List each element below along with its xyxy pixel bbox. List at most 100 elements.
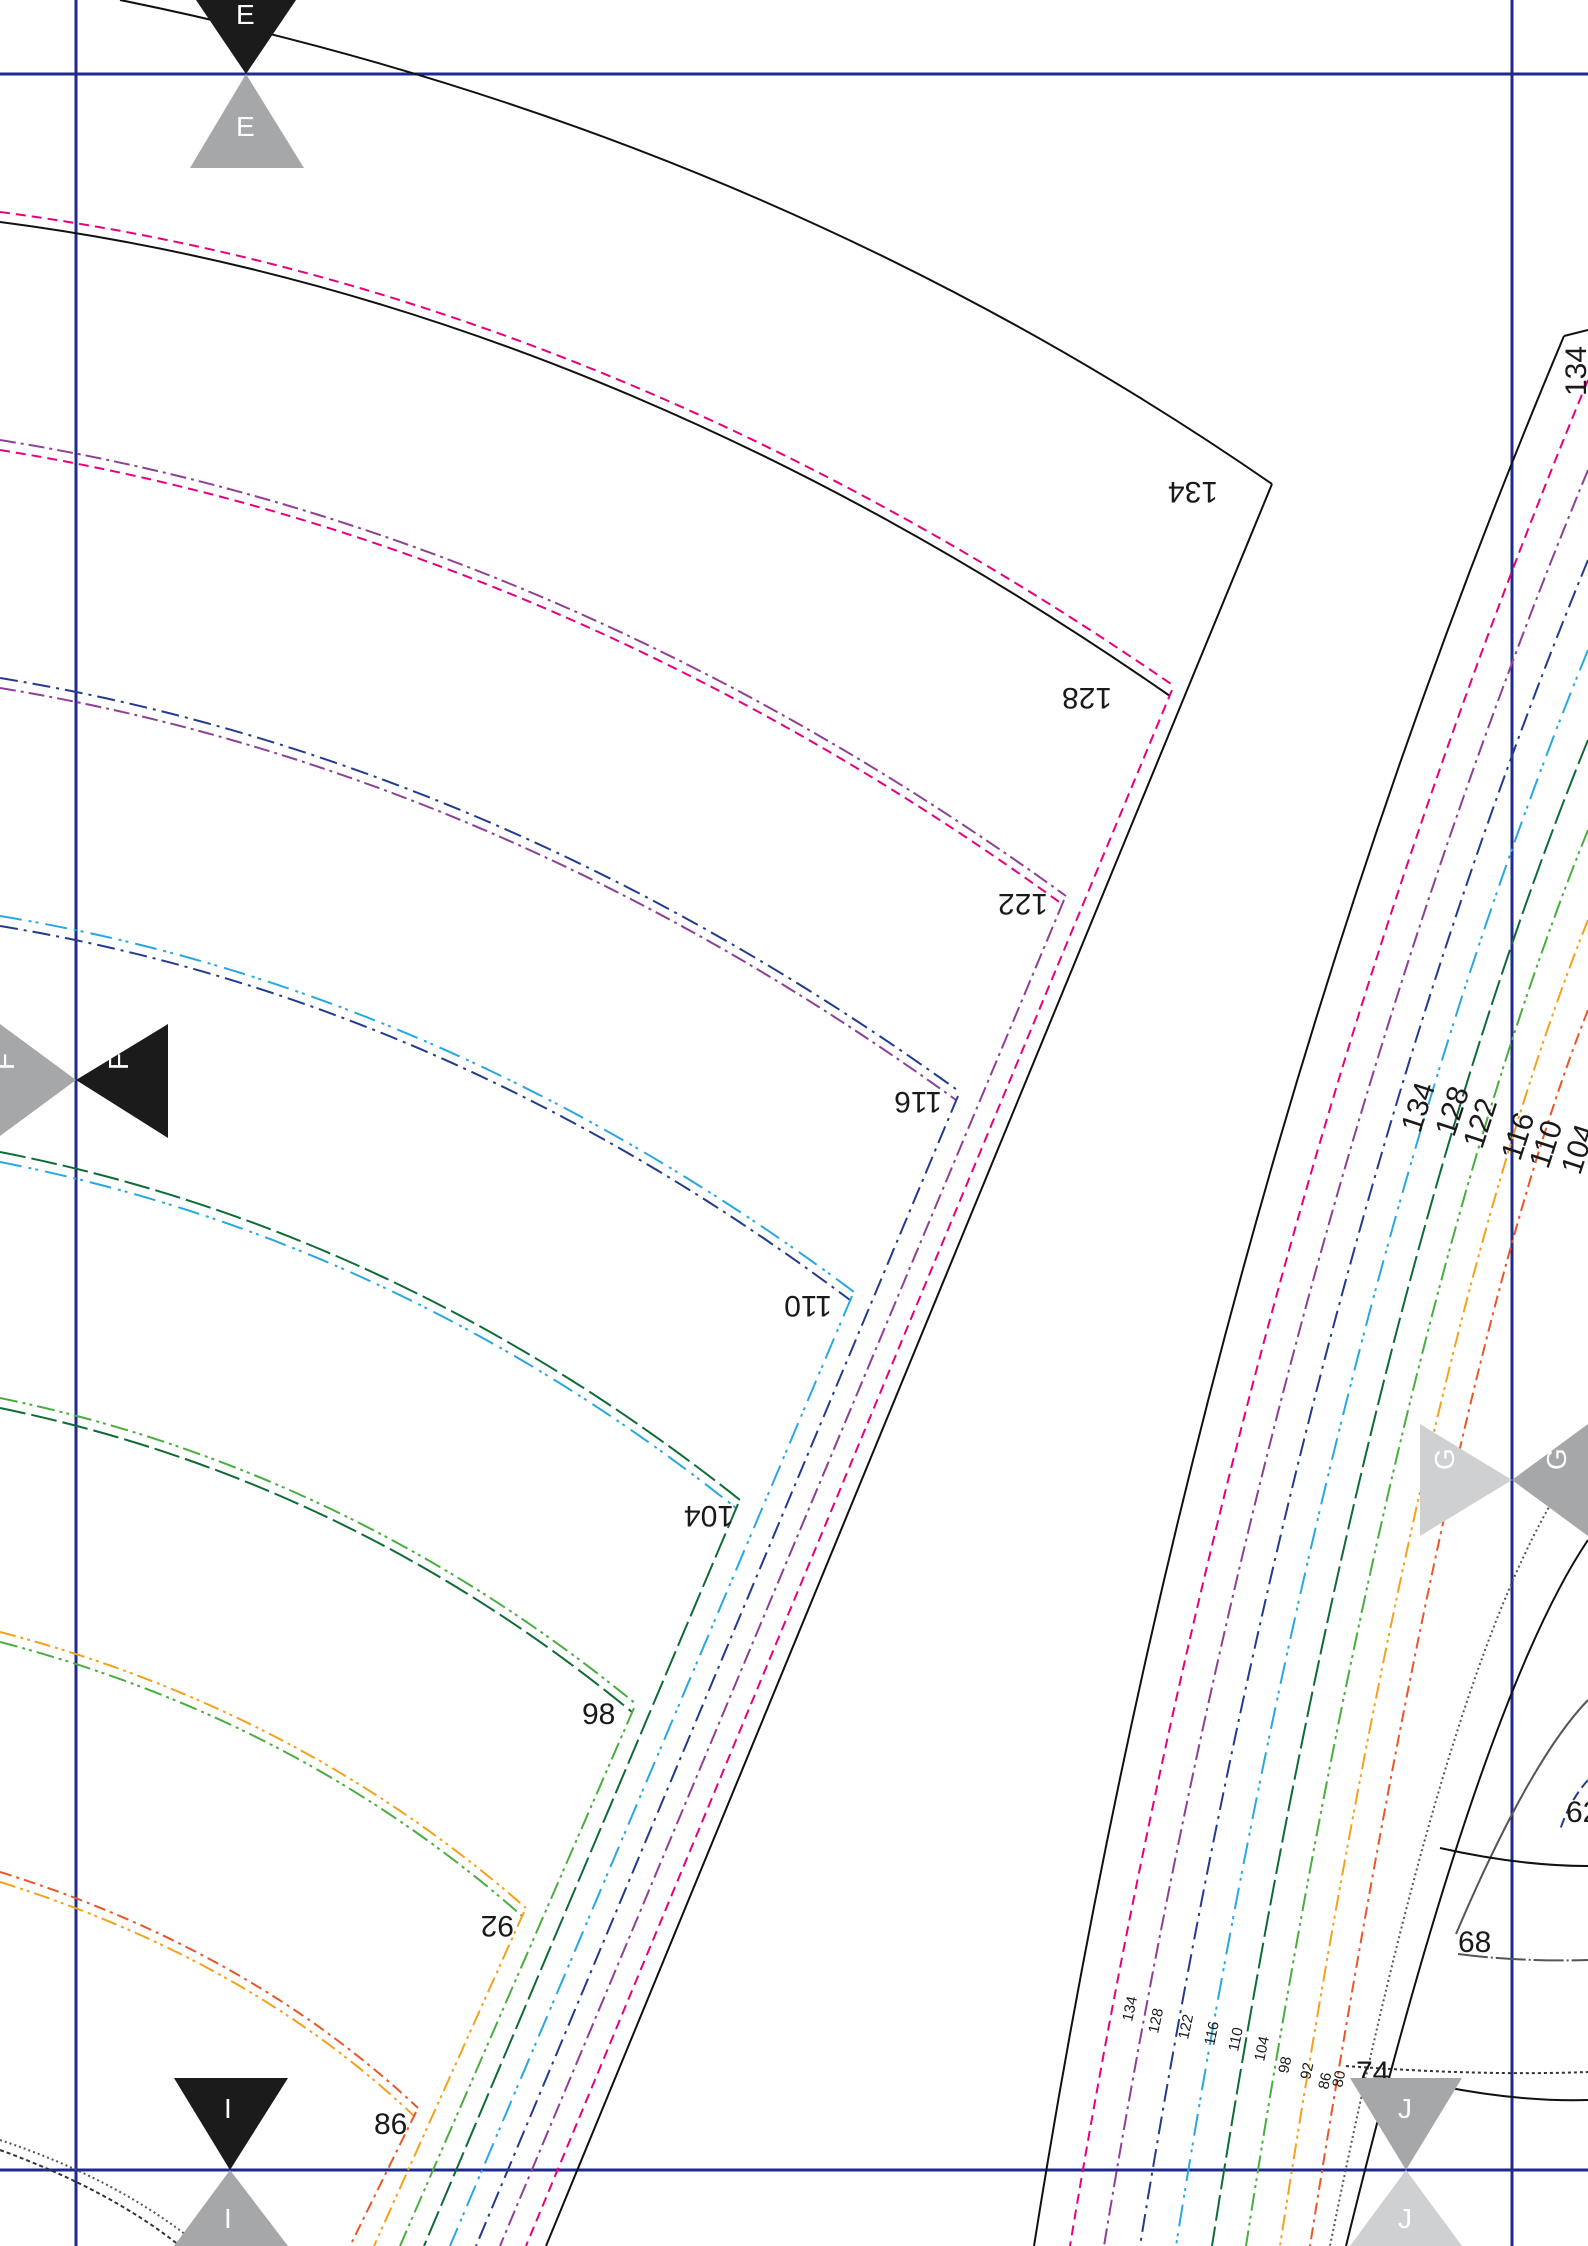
arc-74 bbox=[0, 2149, 181, 2246]
side-104 bbox=[423, 1503, 739, 2246]
marker-g-left-letter: G bbox=[1429, 1448, 1460, 1470]
marker-f-right-letter: F bbox=[103, 1053, 134, 1070]
marker-i-top-letter: I bbox=[224, 2093, 232, 2124]
side-134 bbox=[545, 483, 1273, 2246]
strip-116 bbox=[1139, 559, 1588, 2246]
strip-122 bbox=[1103, 469, 1588, 2246]
arc-104-cyan bbox=[0, 1161, 737, 1509]
side-122 bbox=[499, 899, 1065, 2246]
marker-e-bottom: E bbox=[190, 74, 304, 168]
marker-f-right-triangle bbox=[76, 1024, 168, 1138]
right-piece-side-labels: 134 128 122 116 110 104 134 bbox=[1395, 346, 1588, 1178]
strip-74 bbox=[1345, 1539, 1588, 2246]
marker-i-top-triangle bbox=[174, 2078, 288, 2170]
left-piece-labels: 134 128 122 116 110 104 98 92 86 bbox=[374, 475, 1218, 2141]
bottom-label-134: 134 bbox=[1119, 1995, 1141, 2023]
inner-waist-74-solid bbox=[1439, 2085, 1588, 2102]
marker-g-right-letter: G bbox=[1541, 1448, 1572, 1470]
marker-j-top: J bbox=[1350, 2078, 1462, 2170]
label-104: 104 bbox=[684, 1499, 734, 1532]
side-116 bbox=[475, 1095, 959, 2246]
label-128: 128 bbox=[1062, 681, 1112, 714]
right-piece-bottom-labels: 134 128 122 116 110 104 98 92 86 80 bbox=[1119, 1995, 1349, 2091]
inner-68 bbox=[1455, 1699, 1588, 1935]
bottom-label-104: 104 bbox=[1251, 2035, 1273, 2063]
marker-j-top-triangle bbox=[1350, 2078, 1462, 2170]
marker-j-bottom-triangle bbox=[1350, 2170, 1462, 2246]
marker-e-top-letter: E bbox=[236, 0, 255, 30]
label-110: 110 bbox=[784, 1289, 832, 1322]
strip-86 bbox=[1309, 1009, 1588, 2246]
marker-g-left-triangle bbox=[1420, 1424, 1512, 1536]
inner-waist-62 bbox=[1439, 1847, 1588, 1867]
arc-92-green bbox=[0, 1641, 523, 1917]
marker-i-bottom-letter: I bbox=[224, 2203, 232, 2234]
arc-80 bbox=[0, 2139, 201, 2246]
marker-i-top: I bbox=[174, 2078, 288, 2170]
side-128 bbox=[525, 689, 1173, 2246]
marker-j-bottom: J bbox=[1350, 2170, 1462, 2246]
strip-110 bbox=[1175, 649, 1588, 2246]
arc-128-black bbox=[0, 221, 1171, 697]
side-98 bbox=[399, 1707, 635, 2246]
inner-label-68: 68 bbox=[1458, 1926, 1491, 1959]
bottom-label-128: 128 bbox=[1145, 2007, 1167, 2035]
arc-122-pink bbox=[0, 449, 1063, 905]
bottom-label-110: 110 bbox=[1225, 2026, 1247, 2053]
marker-f-left-letter: F bbox=[0, 1053, 20, 1070]
bottom-label-92: 92 bbox=[1297, 2061, 1317, 2081]
side-92 bbox=[373, 1911, 525, 2246]
arc-86-orange bbox=[0, 1881, 415, 2117]
marker-j-bottom-letter: J bbox=[1398, 2203, 1412, 2234]
arc-104 bbox=[0, 1151, 741, 1501]
strip-92 bbox=[1279, 919, 1588, 2246]
bottom-label-98: 98 bbox=[1275, 2055, 1295, 2075]
right-pattern-piece bbox=[1033, 329, 1588, 2246]
label-92: 92 bbox=[481, 1909, 514, 1942]
marker-i-bottom: I bbox=[174, 2170, 288, 2246]
arc-92 bbox=[0, 1631, 527, 1909]
arc-110 bbox=[0, 915, 855, 1293]
arc-98 bbox=[0, 1397, 637, 1705]
bottom-label-116: 116 bbox=[1201, 2020, 1223, 2047]
arc-110-navy bbox=[0, 925, 851, 1301]
marker-e-bottom-triangle bbox=[190, 74, 304, 168]
strip-98 bbox=[1245, 829, 1588, 2246]
label-116: 116 bbox=[894, 1085, 942, 1118]
inner-62-arc bbox=[1559, 1779, 1588, 1831]
arc-116-purple bbox=[0, 687, 957, 1101]
bottom-label-80: 80 bbox=[1329, 2069, 1349, 2089]
marker-e-bottom-letter: E bbox=[236, 111, 255, 142]
inner-waist-68 bbox=[1457, 1953, 1588, 1962]
marker-f-right: F bbox=[76, 1024, 168, 1138]
marker-f-left: F bbox=[0, 1024, 76, 1136]
bottom-label-86: 86 bbox=[1315, 2071, 1335, 2091]
marker-i-bottom-triangle bbox=[174, 2170, 288, 2246]
label-134: 134 bbox=[1168, 475, 1218, 508]
label-122: 122 bbox=[998, 887, 1048, 920]
marker-j-top-letter: J bbox=[1398, 2093, 1412, 2124]
inner-waist-74 bbox=[1345, 2065, 1588, 2075]
strip-104 bbox=[1211, 739, 1588, 2246]
arc-122 bbox=[0, 439, 1067, 897]
arc-134 bbox=[119, 0, 1273, 485]
inner-label-62: 62 bbox=[1566, 1796, 1588, 1829]
arc-128 bbox=[0, 211, 1175, 687]
arc-116 bbox=[0, 677, 961, 1093]
marker-g-right: G bbox=[1512, 1424, 1588, 1536]
marker-f-left-triangle bbox=[0, 1024, 76, 1136]
right-piece-inner-labels: 74 68 62 bbox=[1356, 1796, 1588, 2089]
strip-128 bbox=[1069, 379, 1588, 2246]
label-86: 86 bbox=[374, 2108, 407, 2141]
label-134-top: 134 bbox=[1560, 346, 1588, 396]
side-110 bbox=[449, 1295, 853, 2246]
bottom-label-122: 122 bbox=[1175, 2013, 1197, 2041]
strip-top-cap bbox=[1563, 329, 1588, 337]
marker-g-left: G bbox=[1420, 1424, 1512, 1536]
marker-g-right-triangle bbox=[1512, 1424, 1588, 1536]
strip-134-left bbox=[1033, 335, 1565, 2246]
marker-e-top: E bbox=[196, 0, 296, 74]
arc-86 bbox=[0, 1871, 419, 2109]
